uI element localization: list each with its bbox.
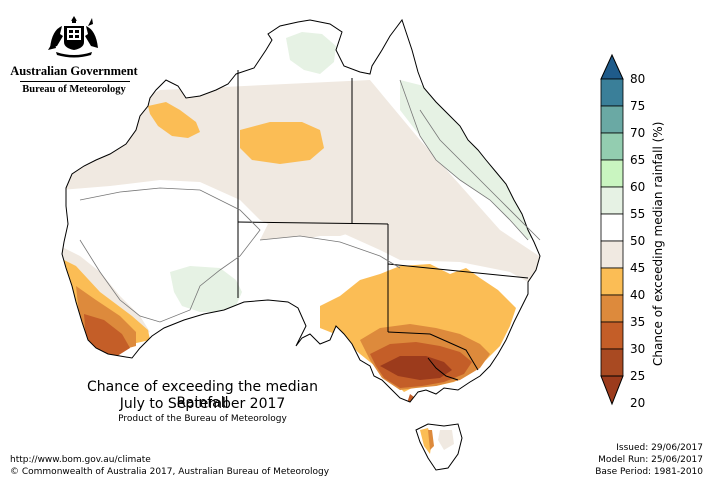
legend-swatch-65-70: [600, 105, 624, 134]
legend-swatch-above-75: [600, 53, 624, 80]
legend-tick: 80: [630, 72, 645, 86]
government-name: Australian Government: [10, 64, 138, 78]
legend-tick: 30: [630, 342, 645, 356]
legend-tick: 50: [630, 234, 645, 248]
legend-tick: 70: [630, 126, 645, 140]
map-title: Chance of exceeding the median Rainfall: [86, 379, 319, 411]
legend-swatch-60-65: [600, 132, 624, 161]
source-url[interactable]: http://www.bom.gov.au/climate: [10, 455, 151, 465]
legend-tick: 45: [630, 261, 645, 275]
copyright-text: © Commonwealth of Australia 2017, Austra…: [10, 467, 330, 477]
issued-date: Issued: 29/06/2017: [616, 443, 703, 453]
legend-colorbar: 80 75 70 65 60 55 50 45 40 35 30 25 20: [600, 53, 645, 410]
legend-swatch-50-55: [600, 186, 624, 215]
australia-rainfall-map: [61, 18, 541, 471]
legend-swatch-below-20: [600, 375, 624, 406]
base-period: Base Period: 1981-2010: [595, 467, 703, 477]
legend-swatch-30-35: [600, 294, 624, 323]
bureau-name: Bureau of Meteorology: [22, 84, 126, 95]
legend-title: Chance of exceeding median rainfall (%): [651, 121, 665, 366]
coat-of-arms-icon: [48, 16, 98, 58]
legend-swatch-40-45: [600, 240, 624, 269]
logo-divider: [20, 81, 130, 82]
government-logo: Australian Government Bureau of Meteorol…: [8, 12, 140, 96]
legend-swatch-45-50: [600, 213, 624, 242]
map-period: July to September 2017: [119, 396, 286, 412]
legend-tick: 55: [630, 207, 645, 221]
legend-tick: 65: [630, 153, 645, 167]
model-run-date: Model Run: 25/06/2017: [598, 455, 703, 465]
legend-tick: 20: [630, 396, 645, 410]
legend-swatch-70-75: [600, 78, 624, 107]
legend-tick: 40: [630, 288, 645, 302]
legend-tick: 75: [630, 99, 645, 113]
legend-swatch-20-25: [600, 348, 624, 377]
legend-swatch-35-40: [600, 267, 624, 296]
legend-swatch-55-60: [600, 159, 624, 188]
legend-tick: 25: [630, 369, 645, 383]
legend-tick: 35: [630, 315, 645, 329]
product-note: Product of the Bureau of Meteorology: [118, 414, 287, 424]
legend-tick: 60: [630, 180, 645, 194]
legend-swatch-25-30: [600, 321, 624, 350]
